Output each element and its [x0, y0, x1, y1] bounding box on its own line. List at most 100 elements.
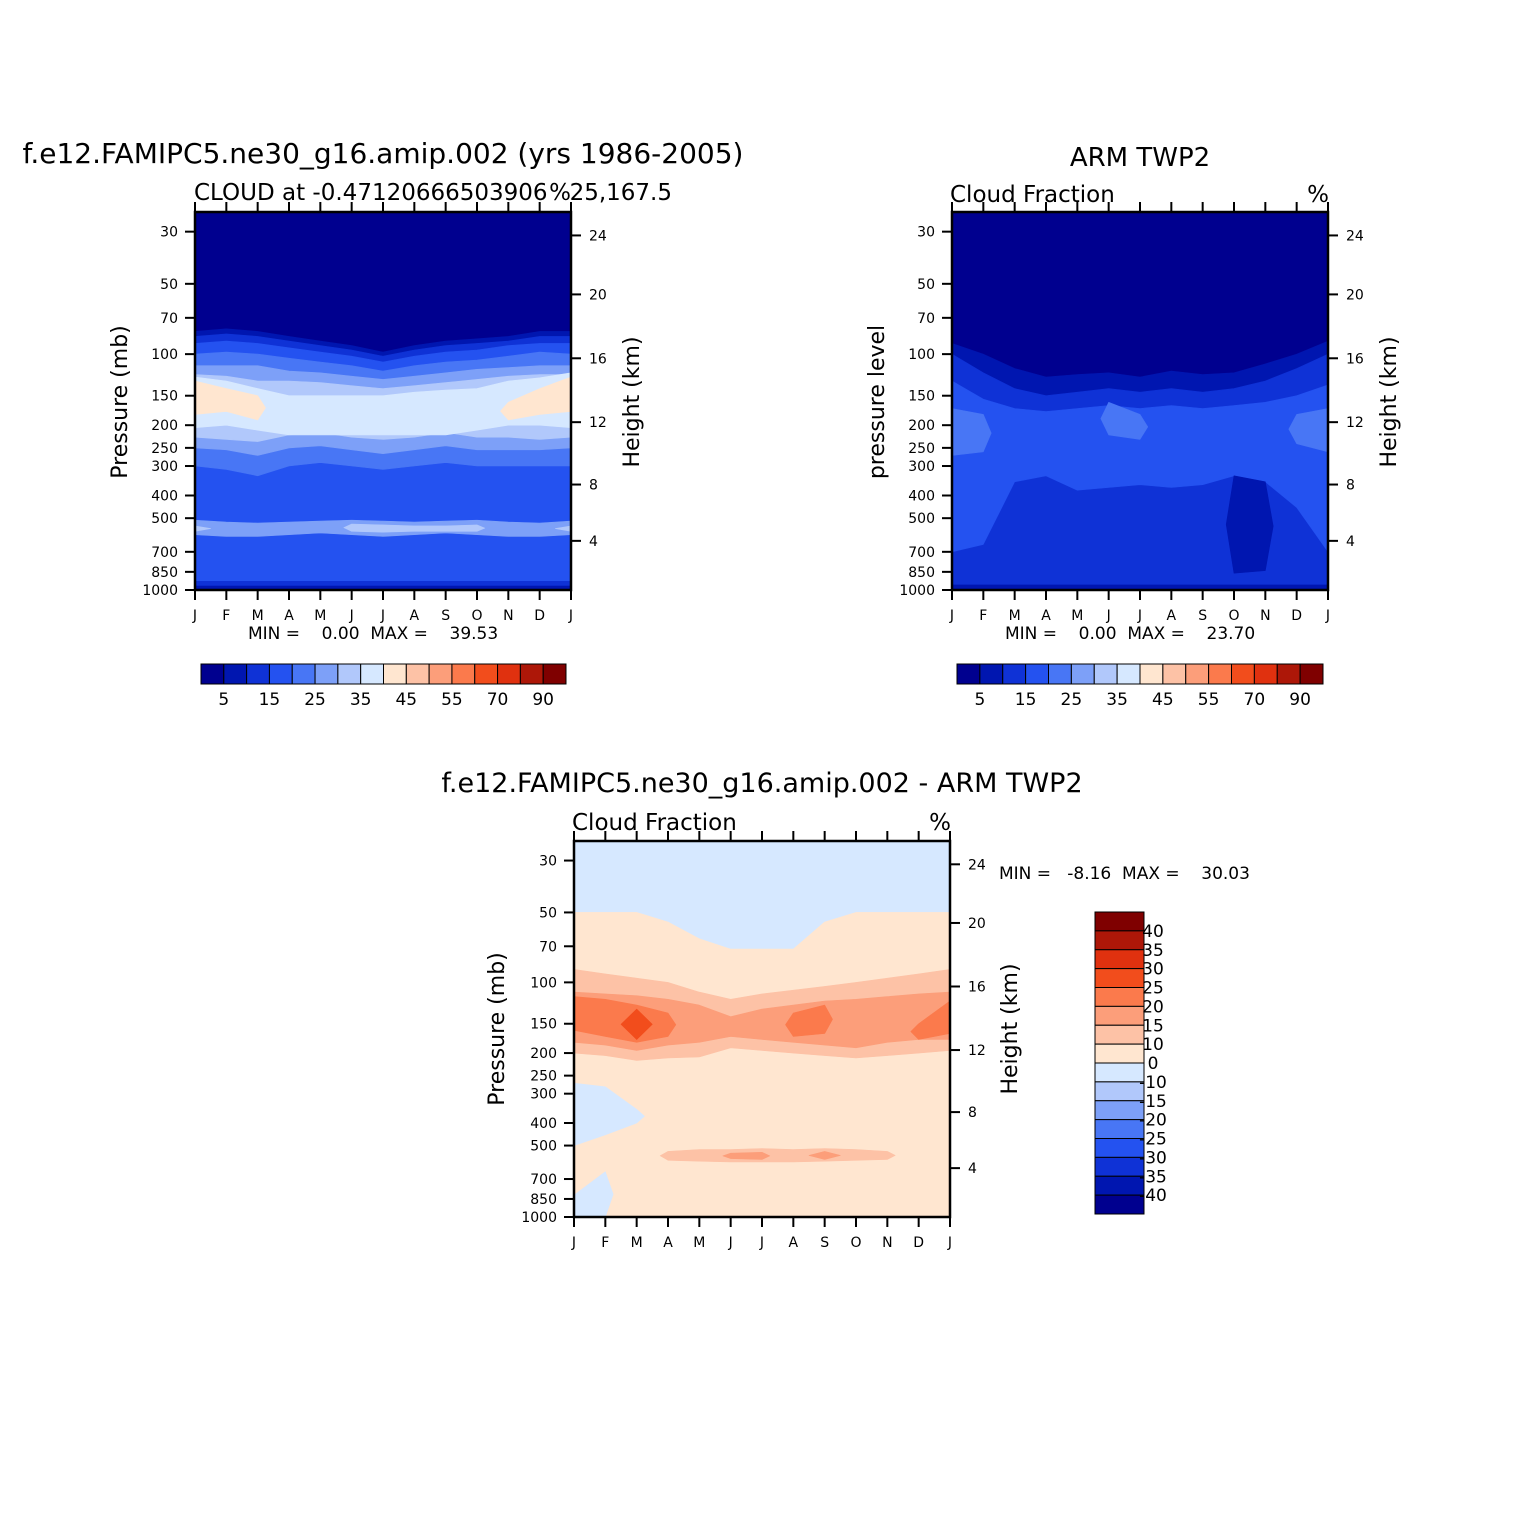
y-right-tick-label: 12	[1346, 415, 1364, 431]
colorbar-swatch	[1094, 1100, 1145, 1121]
panel-diff-ylabel: Pressure (mb)	[485, 952, 510, 1106]
y-tick-label: 200	[530, 1046, 557, 1062]
y-tick-label: 100	[908, 347, 935, 363]
panel-diff-units: %	[929, 810, 951, 836]
colorbar-label: 0	[1148, 1054, 1159, 1074]
colorbar-swatch	[314, 663, 339, 685]
x-tick-label: M	[693, 1235, 705, 1251]
colorbar-label: 55	[1198, 690, 1220, 710]
y-tick-label: 50	[539, 905, 557, 921]
y-tick-label: 500	[908, 511, 935, 527]
colorbar-swatch	[1094, 1005, 1145, 1026]
colorbar-swatch	[1094, 1175, 1145, 1196]
colorbar-label: 20	[1142, 997, 1164, 1017]
colorbar-swatch	[1070, 663, 1095, 685]
y-tick-label: 700	[908, 545, 935, 561]
y-right-tick-label: 16	[1346, 351, 1364, 367]
colorbar-label: 55	[441, 690, 463, 710]
y-tick-label: 70	[917, 311, 935, 327]
colorbar-swatch	[1094, 1156, 1145, 1177]
x-tick-label: F	[222, 608, 230, 624]
y-right-tick-label: 12	[968, 1043, 986, 1059]
panel-model-colorbar: 5 15 25 35 45 55 70 90	[200, 663, 567, 710]
y-tick-label: 200	[908, 418, 935, 434]
x-tick-label: J	[192, 608, 197, 624]
panel-model-subtitle-left: CLOUD at -0.47120666503906	[194, 180, 548, 206]
colorbar-label: 25	[304, 690, 326, 710]
colorbar-label: 40	[1142, 922, 1164, 942]
colorbar-label: 35	[350, 690, 372, 710]
y-right-tick-label: 16	[589, 351, 607, 367]
panel-obs-contours	[951, 212, 1329, 591]
colorbar-swatch	[1139, 663, 1164, 685]
colorbar-label: -40	[1139, 1186, 1167, 1206]
y-tick-label: 850	[151, 565, 178, 581]
panel-obs-title: ARM TWP2	[1070, 143, 1210, 173]
panel-diff-contours	[573, 841, 951, 1218]
y-right-tick-label: 4	[589, 534, 598, 550]
x-tick-label: J	[759, 1235, 764, 1251]
y-tick-label: 100	[151, 347, 178, 363]
x-tick-label: S	[441, 608, 450, 624]
panel-model-units: %	[549, 180, 571, 206]
panel-model-title: f.e12.FAMIPC5.ne30_g16.amip.002 (yrs 198…	[23, 137, 744, 170]
x-tick-label: N	[882, 1235, 892, 1251]
colorbar-swatch	[1093, 663, 1118, 685]
x-tick-label: J	[349, 608, 354, 624]
y-tick-label: 1000	[521, 1210, 557, 1226]
x-tick-label: N	[1260, 608, 1270, 624]
x-tick-label: S	[820, 1235, 829, 1251]
y-right-tick-label: 24	[1346, 228, 1364, 244]
y-right-tick-label: 8	[1346, 478, 1355, 494]
contour-band-6-1	[808, 1151, 841, 1160]
panel-diff-min-max: MIN = -8.16 MAX = 30.03	[999, 864, 1250, 884]
colorbar-label: 45	[395, 690, 417, 710]
y-tick-label: 150	[530, 1017, 557, 1033]
colorbar-swatch	[200, 663, 225, 685]
y-tick-label: 700	[530, 1172, 557, 1188]
colorbar-label: 70	[487, 690, 509, 710]
colorbar-swatch	[1208, 663, 1232, 685]
y-tick-label: 100	[530, 975, 557, 991]
panel-obs-axes: 30 50 70 100 150 200 250 300 400 500 700 850 1000 24 2…	[899, 202, 1364, 624]
x-tick-label: D	[534, 608, 545, 624]
contour-band-3-1	[1100, 401, 1149, 440]
colorbar-swatch	[1094, 949, 1145, 970]
y-right-tick-label: 20	[968, 916, 986, 932]
colorbar-label: -35	[1139, 1167, 1167, 1187]
colorbar-swatch	[519, 663, 544, 685]
x-tick-label: J	[1325, 608, 1330, 624]
x-tick-label: J	[1106, 608, 1111, 624]
y-tick-label: 70	[539, 939, 557, 955]
y-tick-label: 250	[530, 1069, 557, 1085]
panel-model-ylabel: Pressure (mb)	[108, 325, 133, 479]
contour-band-4-0	[620, 1008, 653, 1040]
panel-obs-units: %	[1307, 182, 1329, 208]
contour-band-3-0	[573, 996, 677, 1043]
y-right-tick-label: 4	[1346, 534, 1355, 550]
y-tick-label: 500	[530, 1139, 557, 1155]
x-tick-label: S	[1198, 608, 1207, 624]
colorbar-label: 30	[1142, 960, 1164, 980]
x-tick-label: D	[1291, 608, 1302, 624]
y-right-tick-label: 24	[968, 857, 986, 873]
colorbar-label: 70	[1244, 690, 1266, 710]
colorbar-label: 15	[259, 690, 281, 710]
colorbar-swatch	[1094, 1081, 1145, 1102]
colorbar-swatch	[1094, 1024, 1145, 1045]
colorbar-swatch	[1094, 1138, 1145, 1158]
colorbar-label: 25	[1061, 690, 1083, 710]
contour-band-5-0	[659, 1148, 896, 1163]
contour-band-3-1	[785, 1004, 833, 1037]
y-tick-label: 1000	[142, 583, 178, 599]
x-tick-label: A	[1041, 608, 1051, 624]
colorbar-label: -10	[1139, 1073, 1167, 1093]
colorbar-label: 90	[532, 690, 554, 710]
x-tick-label: A	[1167, 608, 1177, 624]
y-tick-label: 30	[917, 225, 935, 241]
y-tick-label: 30	[160, 225, 178, 241]
colorbar-swatch	[1094, 968, 1145, 988]
panel-model-subtitle-right: 25,167.5	[570, 180, 672, 206]
colorbar-swatch	[497, 663, 521, 685]
y-tick-label: 30	[539, 854, 557, 870]
